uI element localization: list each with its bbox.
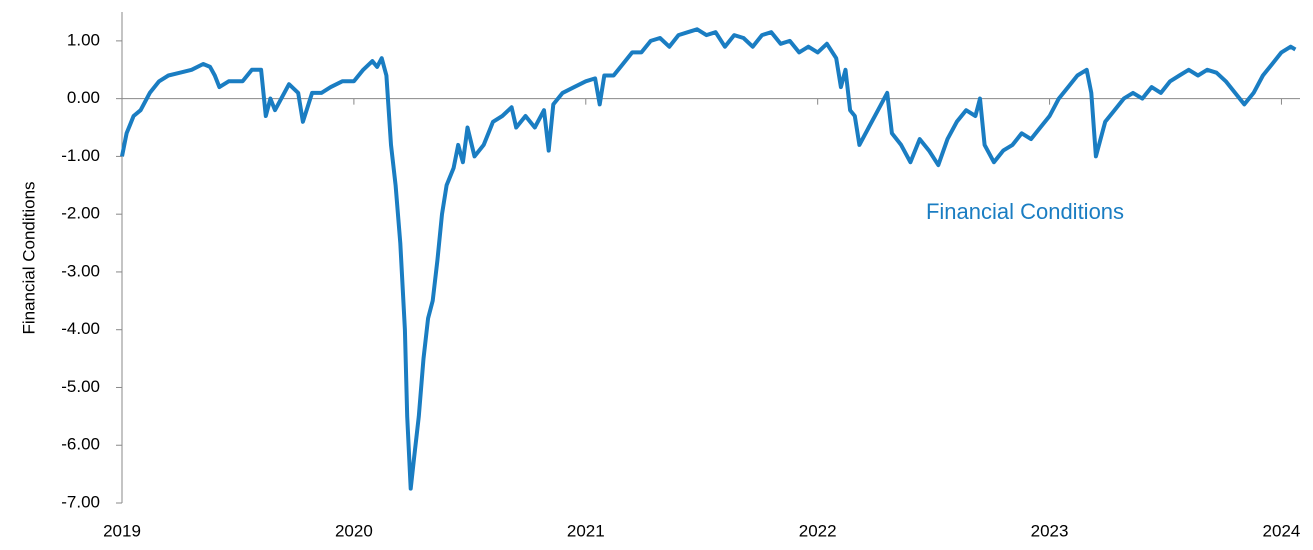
y-tick-label: -5.00 bbox=[61, 377, 100, 396]
y-tick-label: 0.00 bbox=[67, 88, 100, 107]
x-tick-label: 2019 bbox=[103, 521, 141, 540]
y-tick-label: -3.00 bbox=[61, 261, 100, 280]
x-tick-label: 2023 bbox=[1031, 521, 1069, 540]
y-axis-label: Financial Conditions bbox=[19, 181, 38, 334]
y-tick-label: -7.00 bbox=[61, 492, 100, 511]
x-tick-label: 2024 bbox=[1263, 521, 1301, 540]
annotation: Financial Conditions bbox=[926, 199, 1124, 224]
y-tick-label: -4.00 bbox=[61, 319, 100, 338]
y-tick-label: 1.00 bbox=[67, 30, 100, 49]
data-line bbox=[120, 27, 1297, 491]
y-tick-label: -1.00 bbox=[61, 146, 100, 165]
y-tick-label: -6.00 bbox=[61, 435, 100, 454]
x-tick-label: 2020 bbox=[335, 521, 373, 540]
x-tick-label: 2022 bbox=[799, 521, 837, 540]
y-tick-label: -2.00 bbox=[61, 204, 100, 223]
x-tick-label: 2021 bbox=[567, 521, 605, 540]
